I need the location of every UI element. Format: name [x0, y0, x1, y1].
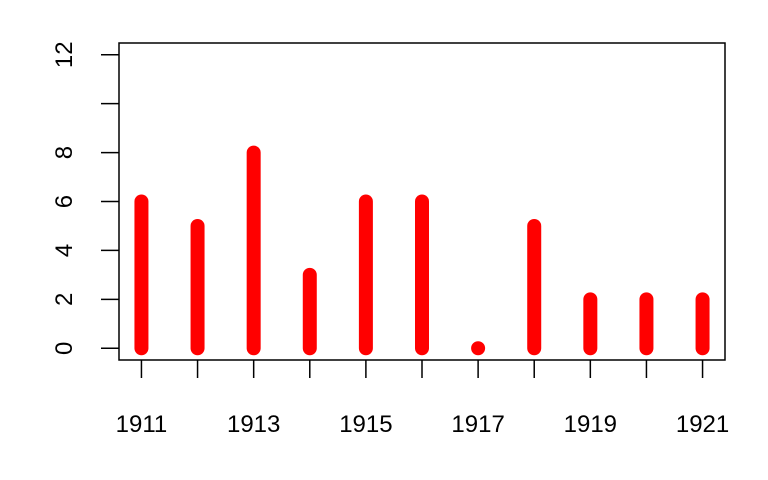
x-tick-label-1921: 1921: [676, 411, 729, 438]
y-tick-label-12: 12: [51, 41, 78, 68]
bars: [134, 145, 710, 356]
y-tick-label-8: 8: [51, 146, 78, 159]
y-tick-label-4: 4: [51, 244, 78, 257]
x-tick-label-1911: 1911: [116, 411, 168, 438]
x-tick-label-1917: 1917: [451, 411, 504, 438]
y-tick-label-0: 0: [51, 342, 78, 355]
x-tick-label-1919: 1919: [564, 411, 617, 438]
x-tick-label-1915: 1915: [339, 411, 392, 438]
y-tick-label-2: 2: [51, 293, 78, 306]
x-tick-label-1913: 1913: [227, 411, 280, 438]
y-axis: 0 2 4 6 8 12: [51, 41, 119, 355]
x-axis: 1911 1913 1915 1917 1919 1921: [116, 360, 729, 438]
y-tick-label-6: 6: [51, 195, 78, 208]
